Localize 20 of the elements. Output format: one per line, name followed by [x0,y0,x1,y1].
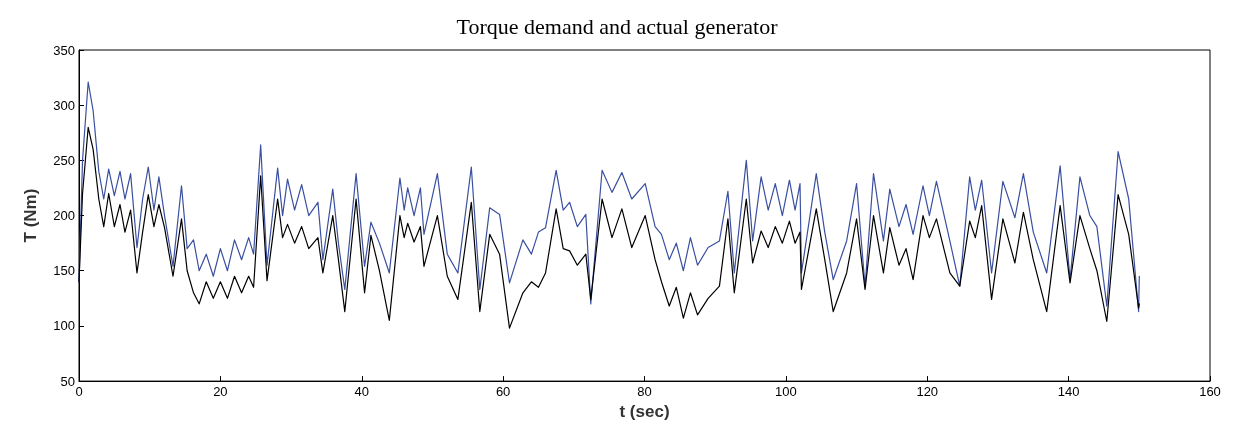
chart-title: Torque demand and actual generator [456,13,779,39]
y-tick-label: 50 [60,373,75,389]
x-tick-label: 0 [75,384,83,400]
x-tick-label: 20 [213,384,228,400]
x-tick-label: 60 [495,384,511,400]
x-tick-label: 40 [354,384,369,400]
y-tick-label: 150 [53,263,75,279]
y-tick-label: 350 [53,42,75,58]
line-series [78,81,1140,313]
y-tick-label: 250 [53,152,75,168]
y-axis-title: T (Nm) [21,188,40,243]
x-tick-label: 100 [775,384,797,400]
x-axis-title: t (sec) [619,402,670,421]
y-tick-label: 200 [53,208,75,224]
x-tick-label: 80 [637,384,652,400]
x-tick-label: 160 [1199,384,1221,400]
x-tick-label: 120 [916,384,939,400]
y-tick-label: 100 [53,318,75,334]
y-tick-label: 300 [53,97,75,113]
x-tick-label: 140 [1057,384,1080,400]
